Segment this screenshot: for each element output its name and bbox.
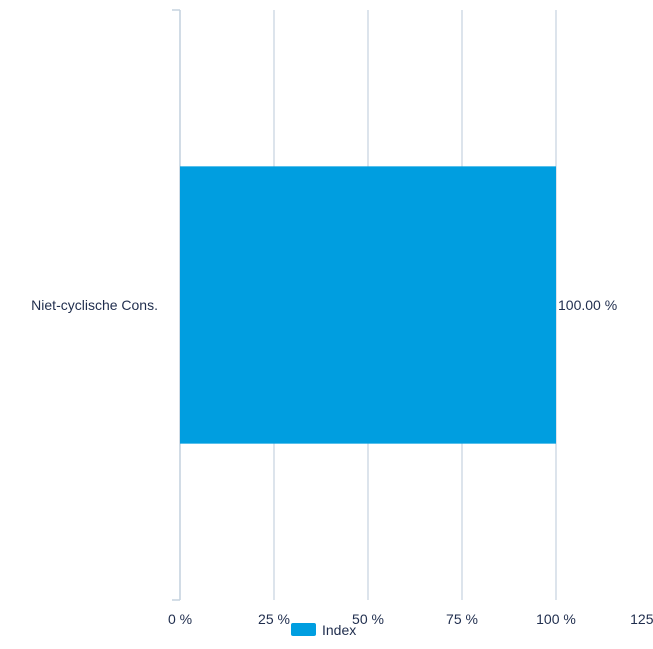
legend-swatch[interactable] bbox=[291, 623, 316, 636]
data-label: 100.00 % bbox=[558, 297, 617, 313]
x-tick-label: 100 % bbox=[536, 611, 576, 627]
legend-label[interactable]: Index bbox=[322, 622, 356, 638]
category-label: Niet-cyclische Cons. bbox=[31, 297, 158, 313]
x-tick-label: 50 % bbox=[352, 611, 384, 627]
x-tick-label: 125 % bbox=[630, 611, 653, 627]
x-tick-label: 75 % bbox=[446, 611, 478, 627]
legend: Index bbox=[291, 622, 356, 638]
bar-0[interactable] bbox=[180, 166, 556, 444]
x-tick-label: 25 % bbox=[258, 611, 290, 627]
label-layer: 0 % 25 % 50 % 75 % 100 % 125 % 100.00 % Niet-cy… bbox=[31, 297, 653, 627]
x-tick-label: 0 % bbox=[168, 611, 192, 627]
axis-layer bbox=[172, 9, 181, 601]
bar-layer bbox=[180, 166, 556, 444]
